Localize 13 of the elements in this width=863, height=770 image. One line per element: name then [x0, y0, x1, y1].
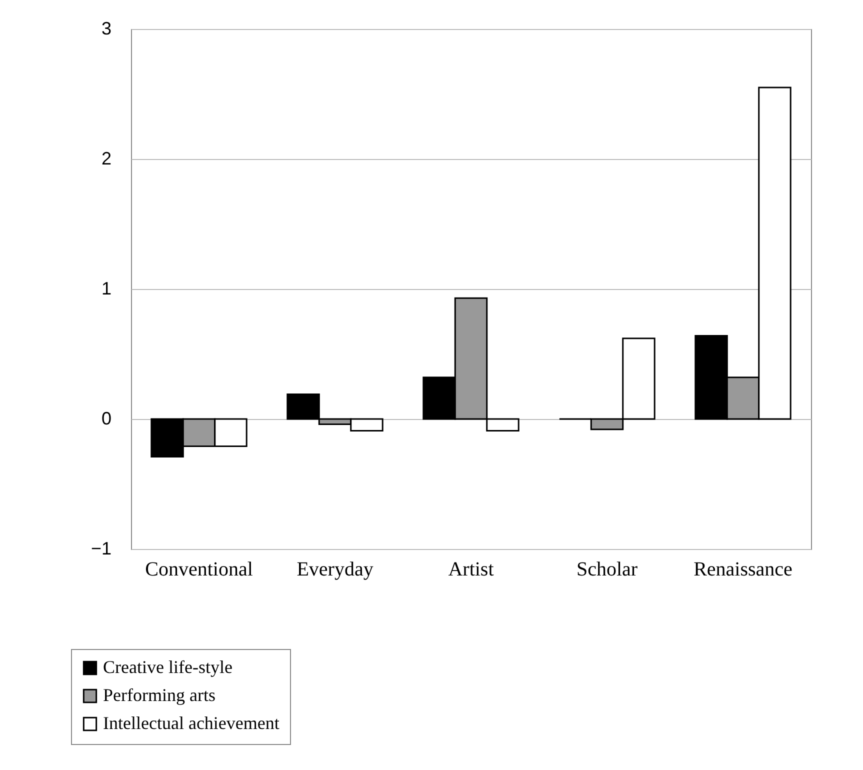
- y-tick-label: 1: [101, 278, 112, 298]
- x-tick-label: Scholar: [576, 558, 638, 580]
- legend-label: Intellectual achievement: [103, 713, 280, 733]
- y-tick-label: 3: [101, 18, 112, 38]
- x-tick-label: Artist: [448, 558, 494, 580]
- x-tick-label: Renaissance: [694, 558, 793, 580]
- y-tick-label: −1: [90, 538, 112, 558]
- legend-label: Creative life-style: [103, 657, 232, 677]
- y-tick-label: 0: [101, 408, 112, 428]
- y-tick-label: 2: [101, 148, 112, 168]
- x-tick-label: Everyday: [296, 558, 374, 580]
- x-tick-label: Conventional: [145, 558, 254, 580]
- legend-label: Performing arts: [103, 685, 216, 705]
